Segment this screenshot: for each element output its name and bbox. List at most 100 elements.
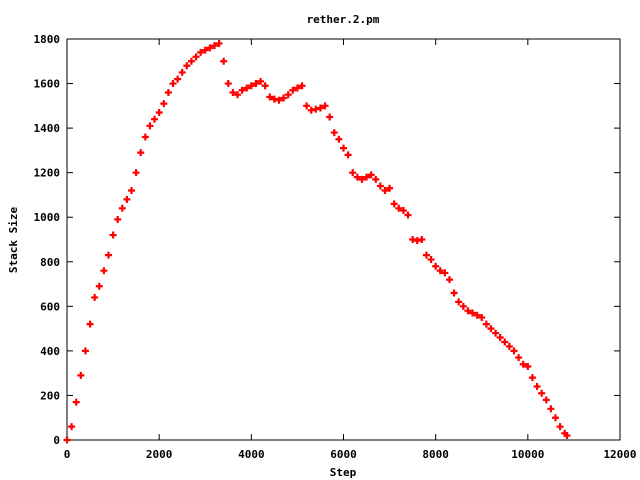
x-tick-label: 8000 (422, 448, 449, 461)
data-point (459, 302, 467, 310)
data-point (335, 135, 343, 143)
data-point (77, 371, 85, 379)
data-point (247, 82, 255, 90)
data-point (114, 215, 122, 223)
data-point (68, 423, 76, 431)
data-point (404, 211, 412, 219)
data-point (63, 436, 71, 444)
data-point (137, 149, 145, 157)
data-point (307, 106, 315, 114)
data-point (501, 338, 509, 346)
data-point (104, 251, 112, 259)
data-point (257, 77, 265, 85)
y-tick-label: 200 (40, 389, 60, 402)
data-point (399, 207, 407, 215)
data-point (298, 82, 306, 90)
data-point (238, 86, 246, 94)
data-point (284, 91, 292, 99)
data-point (169, 80, 177, 88)
data-point (224, 80, 232, 88)
data-point (252, 80, 260, 88)
data-point (528, 374, 536, 382)
data-point (413, 237, 421, 245)
data-point (515, 354, 523, 362)
data-point (243, 84, 251, 92)
data-point (270, 95, 278, 103)
axis-ticks: 0 2000 4000 6000 8000 10000 12000 0 200 400 600 800… (34, 33, 637, 461)
data-point (178, 68, 186, 76)
data-point (206, 44, 214, 52)
data-point (183, 62, 191, 70)
y-tick-label: 1600 (34, 78, 61, 91)
data-point (312, 105, 320, 113)
data-point (533, 383, 541, 391)
data-point (192, 53, 200, 61)
data-point (81, 347, 89, 355)
data-point (289, 86, 297, 94)
data-point (330, 129, 338, 137)
data-point (445, 276, 453, 284)
data-point (128, 186, 136, 194)
data-point (187, 57, 195, 65)
data-point (455, 298, 463, 306)
data-point (450, 289, 458, 297)
data-point (386, 184, 394, 192)
data-point (303, 102, 311, 110)
data-point (275, 96, 283, 104)
data-point (132, 169, 140, 177)
data-point (395, 204, 403, 212)
x-axis-label: Step (330, 466, 357, 479)
x-tick-label: 2000 (146, 448, 173, 461)
data-point (174, 75, 182, 83)
data-point (367, 171, 375, 179)
data-point (418, 236, 426, 243)
data-points (63, 39, 571, 444)
data-point (100, 267, 108, 275)
y-tick-label: 1000 (34, 211, 61, 224)
data-point (482, 320, 490, 328)
data-point (160, 100, 168, 108)
data-point (432, 262, 440, 270)
data-point (151, 115, 159, 123)
data-point (464, 307, 472, 315)
data-point (141, 133, 149, 141)
data-point (427, 256, 435, 264)
data-point (197, 48, 205, 56)
data-point (220, 57, 228, 65)
data-point (349, 169, 357, 177)
data-point (118, 204, 126, 212)
y-tick-label: 400 (40, 345, 60, 358)
data-point (155, 109, 163, 117)
y-tick-label: 1800 (34, 33, 61, 46)
x-tick-label: 10000 (511, 448, 544, 461)
data-point (109, 231, 117, 239)
data-point (473, 311, 481, 319)
data-point (478, 313, 486, 321)
data-point (538, 389, 546, 397)
data-point (381, 186, 389, 194)
data-point (563, 432, 571, 440)
data-point (409, 236, 417, 243)
data-point (469, 309, 477, 317)
data-point (492, 329, 500, 337)
data-point (376, 182, 384, 190)
x-tick-label: 12000 (603, 448, 636, 461)
data-point (293, 84, 301, 92)
data-point (326, 113, 334, 121)
data-point (321, 102, 329, 110)
data-point (519, 360, 527, 368)
data-point (234, 91, 242, 99)
data-point (390, 200, 398, 208)
x-tick-label: 6000 (330, 448, 357, 461)
data-point (441, 269, 449, 277)
data-point (505, 342, 513, 350)
data-point (95, 282, 103, 290)
y-tick-label: 0 (53, 434, 60, 447)
y-tick-label: 1400 (34, 122, 61, 135)
data-point (496, 334, 504, 342)
chart-title: rether.2.pm (307, 13, 380, 26)
data-point (487, 325, 495, 333)
data-point (358, 175, 366, 183)
